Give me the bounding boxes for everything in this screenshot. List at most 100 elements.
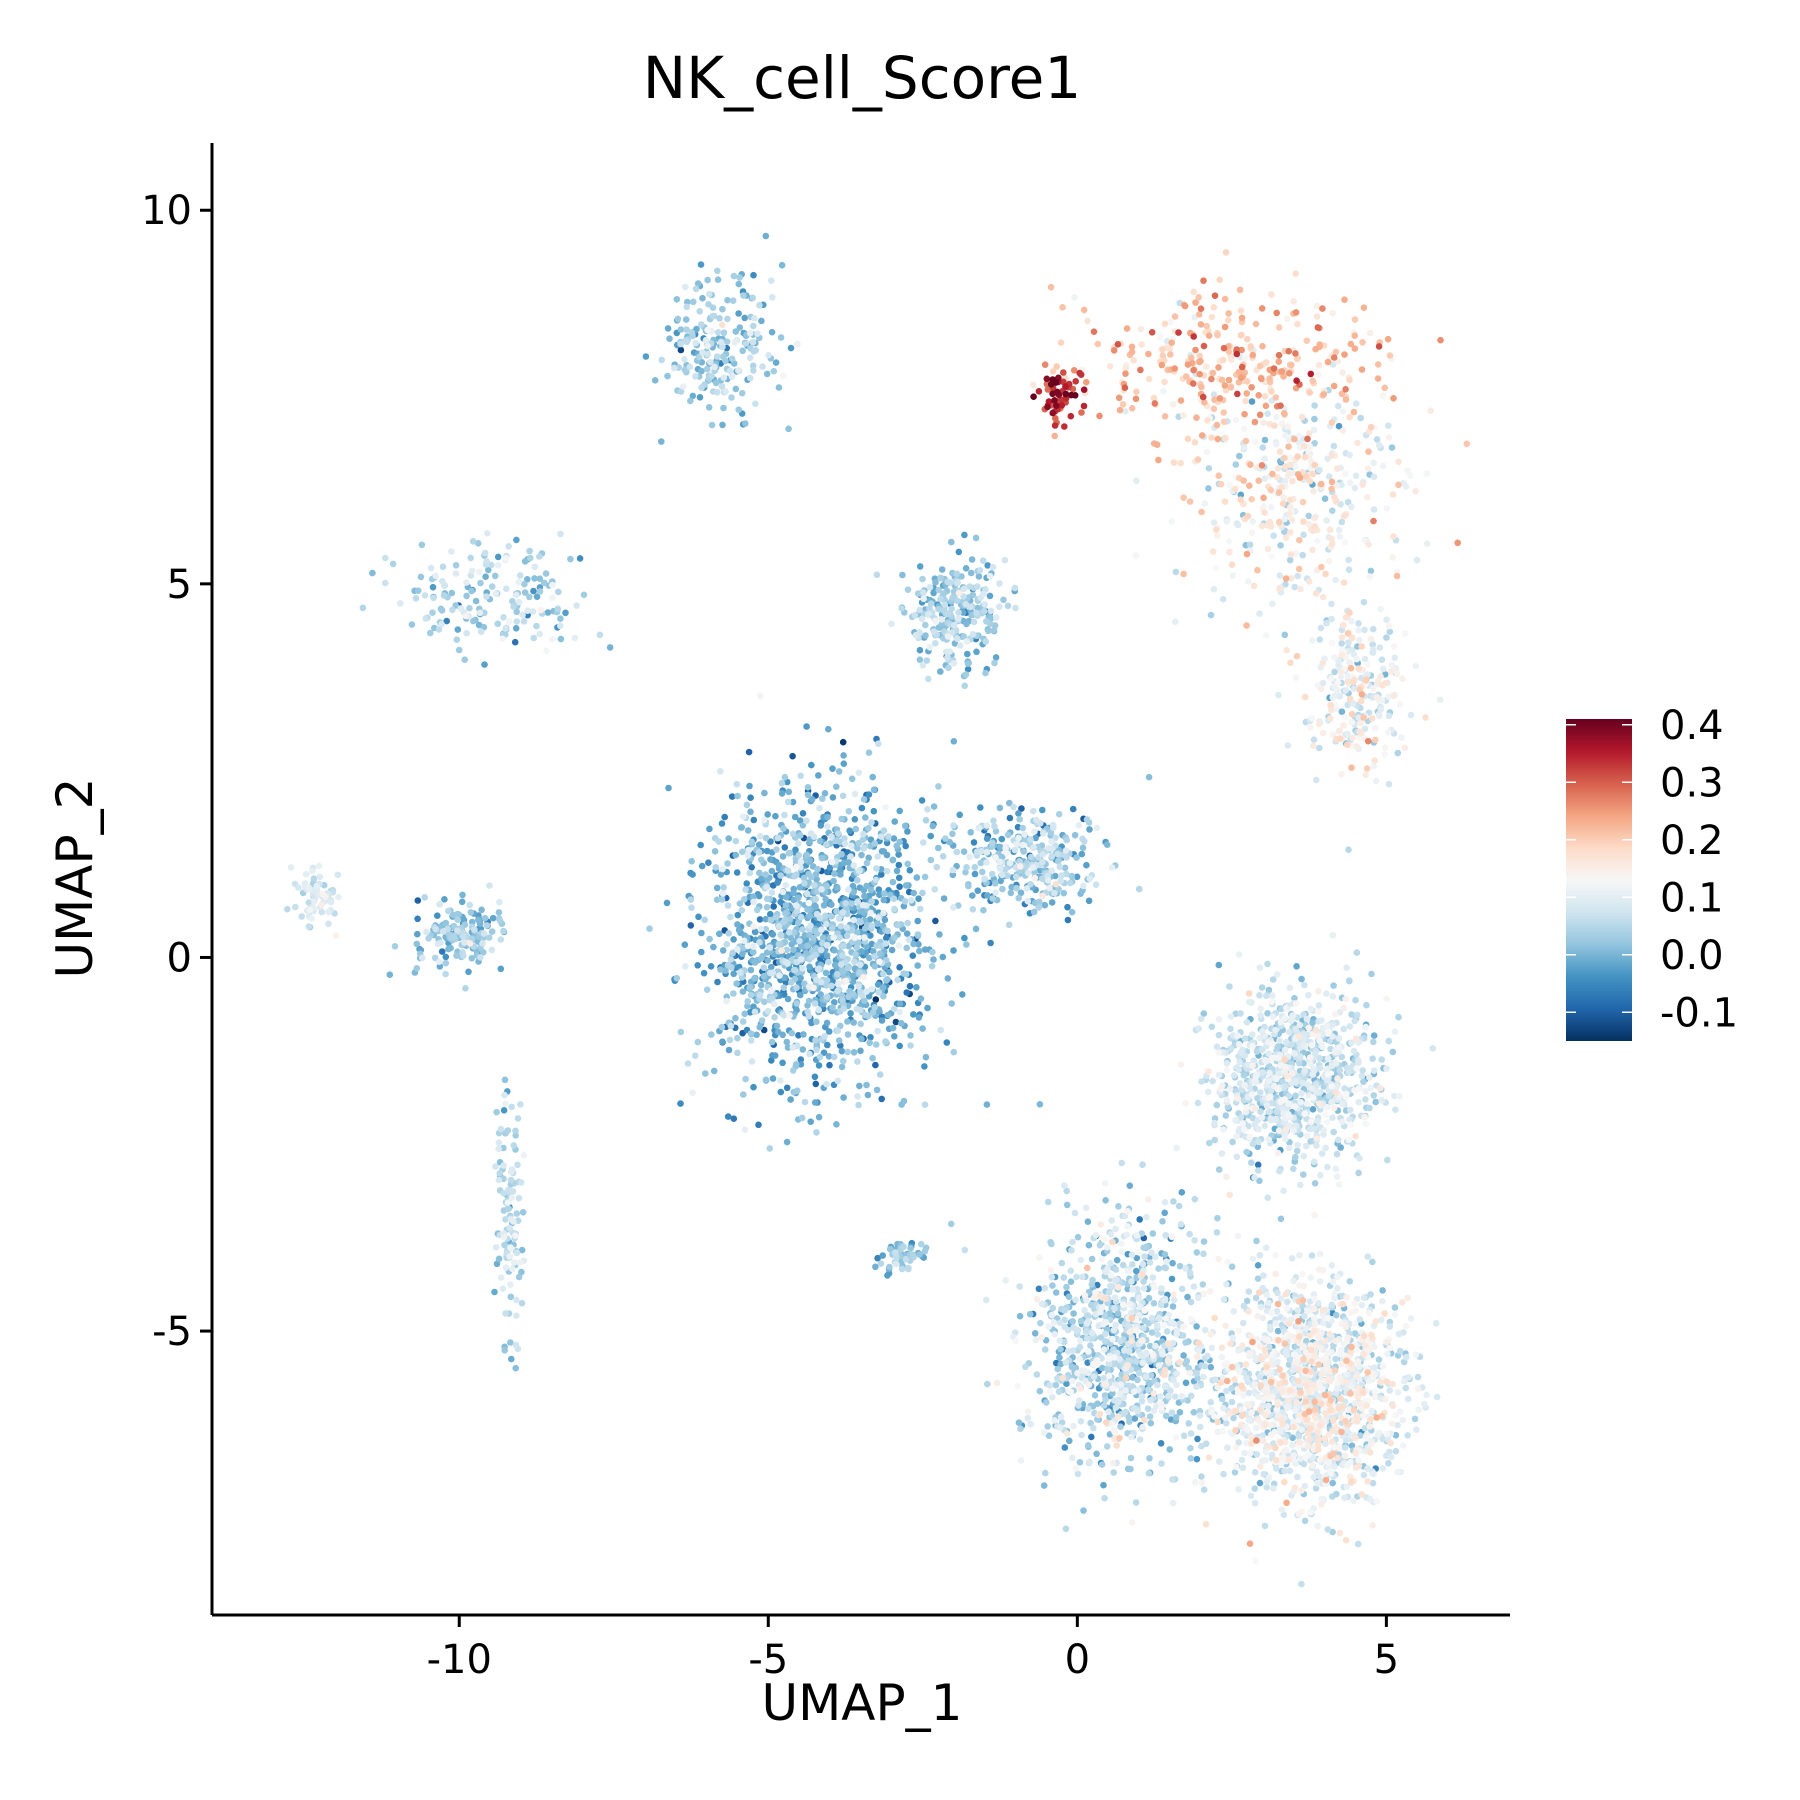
scatter-point — [386, 971, 394, 978]
scatter-point — [785, 850, 793, 857]
scatter-point — [828, 901, 835, 908]
scatter-point — [1361, 626, 1368, 634]
scatter-point — [497, 936, 505, 943]
scatter-point — [966, 583, 974, 590]
scatter-point — [868, 819, 875, 826]
scatter-point — [728, 355, 736, 363]
scatter-point — [1260, 1272, 1267, 1279]
scatter-point — [794, 1087, 801, 1094]
scatter-point — [780, 984, 788, 991]
scatter-point — [1057, 1345, 1064, 1353]
scatter-point — [717, 338, 725, 346]
scatter-point — [467, 554, 475, 562]
scatter-point — [838, 815, 845, 823]
scatter-point — [1433, 1393, 1441, 1401]
scatter-point — [891, 905, 898, 913]
scatter-point — [414, 897, 422, 904]
scatter-point — [977, 804, 984, 811]
scatter-point — [1345, 1069, 1352, 1076]
scatter-point — [1191, 1237, 1198, 1244]
scatter-point — [1041, 1284, 1049, 1292]
scatter-point — [813, 876, 820, 883]
scatter-point — [1115, 1203, 1122, 1210]
scatter-point — [863, 882, 870, 890]
scatter-point — [1321, 495, 1329, 503]
scatter-point — [987, 939, 994, 947]
scatter-point — [1052, 1381, 1060, 1389]
scatter-point — [1100, 1481, 1107, 1489]
scatter-point — [769, 294, 776, 301]
scatter-point — [880, 970, 887, 978]
scatter-point — [984, 1380, 991, 1388]
scatter-point — [1055, 810, 1063, 818]
scatter-point — [1370, 1067, 1378, 1074]
scatter-point — [555, 588, 562, 596]
scatter-point — [1354, 1057, 1362, 1064]
scatter-point — [1168, 1409, 1176, 1416]
scatter-point — [996, 580, 1003, 587]
scatter-point — [954, 635, 961, 643]
scatter-point — [1172, 1414, 1180, 1421]
scatter-point — [1148, 1314, 1156, 1322]
scatter-point — [725, 930, 732, 937]
scatter-point — [736, 969, 744, 976]
scatter-point — [683, 338, 691, 346]
scatter-point — [1131, 1415, 1139, 1422]
scatter-point — [1158, 1460, 1165, 1467]
scatter-point — [750, 816, 758, 824]
scatter-point — [429, 609, 436, 616]
scatter-point — [789, 798, 797, 806]
scatter-point — [805, 1013, 813, 1020]
scatter-point — [681, 356, 688, 363]
scatter-point — [1048, 1240, 1055, 1248]
scatter-points — [284, 232, 1471, 1588]
scatter-point — [524, 576, 531, 583]
scatter-point — [413, 940, 421, 948]
scatter-point — [894, 921, 901, 929]
scatter-point — [1193, 1249, 1201, 1256]
scatter-point — [1144, 1405, 1152, 1412]
scatter-point — [863, 859, 871, 867]
scatter-point — [895, 861, 903, 869]
scatter-point — [1354, 1540, 1362, 1548]
scatter-point — [1301, 1517, 1309, 1525]
scatter-point — [554, 605, 562, 613]
scatter-point — [860, 796, 868, 803]
scatter-point — [436, 901, 443, 908]
scatter-point — [382, 579, 389, 587]
scatter-point — [817, 946, 825, 954]
scatter-point — [782, 910, 789, 917]
scatter-point — [682, 316, 690, 323]
scatter-point — [734, 1034, 741, 1042]
scatter-point — [520, 618, 528, 625]
scatter-point — [1080, 882, 1087, 890]
scatter-point — [768, 1057, 775, 1064]
scatter-point — [763, 370, 771, 378]
scatter-point — [1070, 1310, 1077, 1317]
scatter-point — [984, 562, 991, 569]
scatter-point — [861, 892, 868, 900]
scatter-point — [1196, 1412, 1204, 1419]
scatter-point — [459, 891, 466, 899]
scatter-point — [1207, 611, 1215, 619]
scatter-point — [1012, 604, 1019, 612]
scatter-point — [784, 798, 792, 806]
scatter-point — [421, 592, 429, 599]
scatter-point — [507, 1176, 515, 1184]
scatter-point — [699, 294, 706, 302]
scatter-point — [1032, 834, 1039, 842]
scatter-point — [1147, 1397, 1154, 1404]
scatter-point — [502, 625, 509, 632]
scatter-point — [795, 919, 802, 927]
scatter-point — [705, 404, 713, 411]
scatter-point — [454, 916, 461, 923]
scatter-point — [720, 374, 728, 382]
scatter-point — [1093, 1450, 1100, 1458]
scatter-point — [915, 895, 922, 902]
scatter-point — [788, 1029, 796, 1037]
scatter-point — [863, 1081, 870, 1089]
scatter-point — [896, 964, 903, 971]
scatter-point — [1256, 610, 1263, 617]
scatter-point — [702, 1070, 709, 1077]
scatter-point — [1362, 1096, 1369, 1103]
